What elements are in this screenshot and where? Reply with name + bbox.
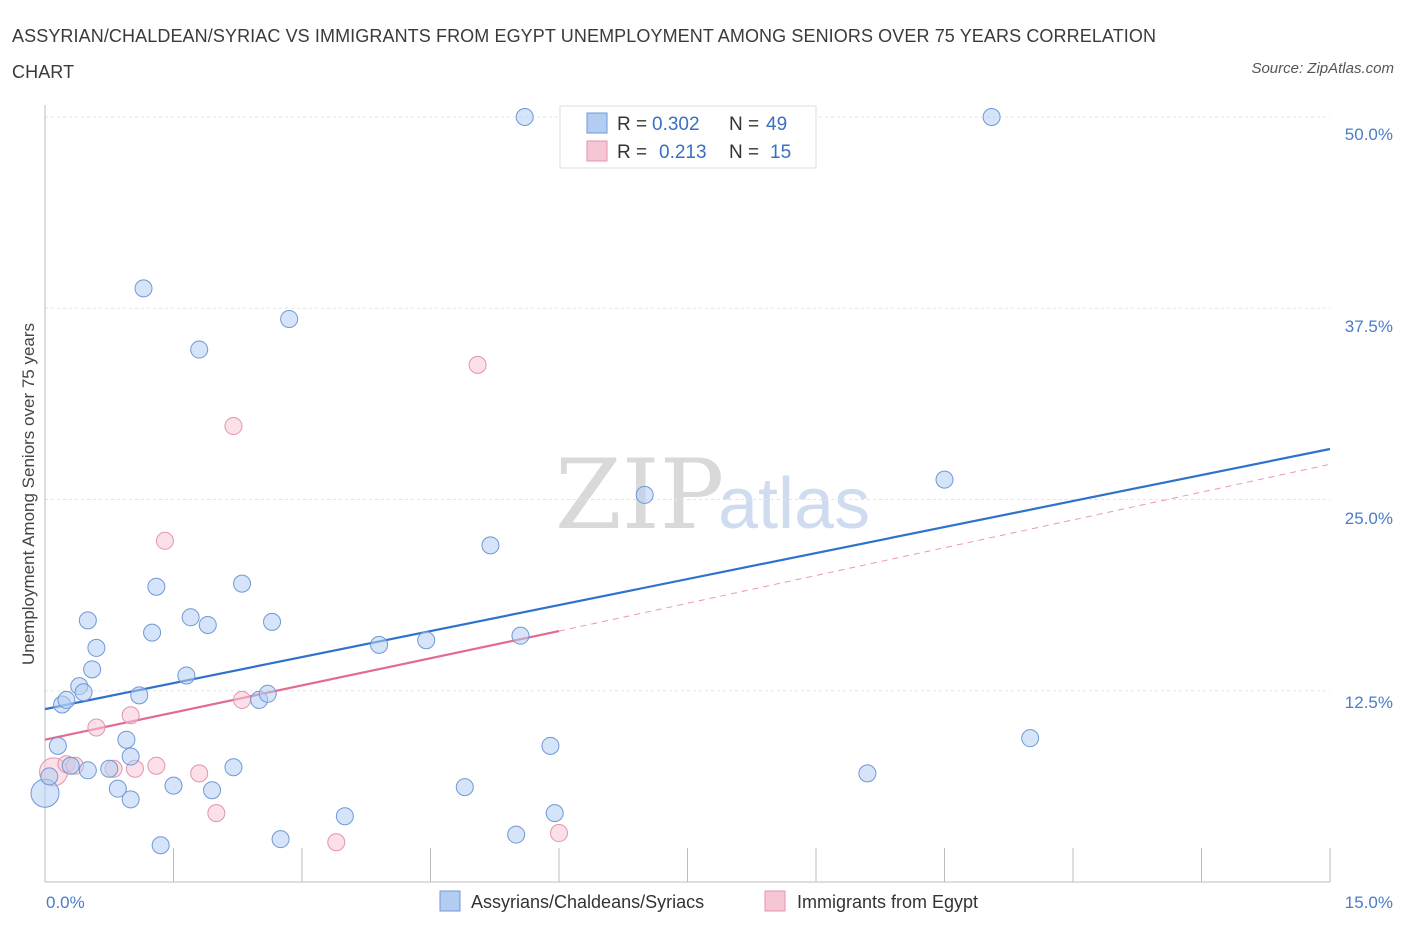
data-point-series-0 <box>370 635 389 654</box>
data-point-series-0 <box>271 830 290 849</box>
data-point-series-0 <box>117 730 136 749</box>
data-point-series-1 <box>327 833 346 852</box>
legend-r-label: R = <box>617 114 647 135</box>
data-point-series-0 <box>143 623 162 642</box>
trend-line-series-1 <box>44 630 560 741</box>
data-point-series-1 <box>147 756 166 775</box>
data-point-series-1 <box>207 804 226 823</box>
legend-swatch-assyrians <box>586 112 608 134</box>
trend-line-series-0 <box>44 447 1331 711</box>
y-tick-label-37-5: 37.5% <box>1345 317 1393 336</box>
data-point-series-0 <box>134 279 153 298</box>
legend-r-label: R = <box>617 142 647 163</box>
data-point-series-0 <box>280 309 299 328</box>
data-point-series-0 <box>147 577 166 596</box>
legend-n-label: N = <box>729 114 759 135</box>
data-point-series-1 <box>121 706 140 725</box>
grid-lines <box>45 116 1330 692</box>
source-label: Source: ZipAtlas.com <box>1251 60 1394 77</box>
data-point-series-0 <box>78 611 97 630</box>
correlation-legend: R = 0.302 N = 49 R = 0.213 N = 15 <box>559 105 817 169</box>
legend-swatch-assyrians <box>439 890 461 912</box>
data-point-series-0 <box>74 683 93 702</box>
data-point-series-0 <box>83 660 102 679</box>
data-point-series-1 <box>550 824 568 843</box>
data-point-series-0 <box>151 836 170 855</box>
data-point-series-0 <box>455 778 474 797</box>
legend-label-assyrians: Assyrians/Chaldeans/Syriacs <box>471 892 704 912</box>
data-point-series-0 <box>224 758 243 777</box>
data-point-series-0 <box>417 631 436 650</box>
data-point-series-0 <box>935 470 954 489</box>
legend-n-label: N = <box>729 142 759 163</box>
data-point-series-0 <box>48 736 67 755</box>
data-point-series-0 <box>121 790 140 809</box>
data-point-series-0 <box>545 804 564 823</box>
legend-swatch-egypt <box>586 140 608 162</box>
data-point-series-0 <box>40 767 59 786</box>
data-point-series-0 <box>982 108 1001 126</box>
data-point-series-0 <box>507 825 526 844</box>
data-point-series-1 <box>224 417 243 436</box>
data-point-series-0 <box>177 666 196 685</box>
data-point-series-0 <box>61 756 80 775</box>
data-point-series-0 <box>190 340 209 359</box>
legend-r-value: 0.302 <box>652 114 700 135</box>
data-point-series-1 <box>190 764 209 783</box>
axes <box>44 105 1331 883</box>
data-point-series-1 <box>87 718 106 737</box>
data-point-series-0 <box>511 626 530 645</box>
data-point-series-0 <box>181 608 200 627</box>
data-point-series-0 <box>87 638 106 657</box>
data-point-series-1 <box>155 531 174 550</box>
x-tick-label-max: 15.0% <box>1345 893 1393 912</box>
data-point-series-1 <box>233 690 252 709</box>
data-point-series-0 <box>1021 729 1040 748</box>
data-points <box>30 108 1040 855</box>
data-point-series-1 <box>468 355 487 374</box>
legend-n-value: 49 <box>766 114 787 135</box>
data-point-series-0 <box>233 574 252 593</box>
data-point-series-0 <box>198 615 217 634</box>
legend-label-egypt: Immigrants from Egypt <box>797 892 978 912</box>
data-point-series-0 <box>263 612 282 631</box>
data-point-series-0 <box>858 764 877 783</box>
legend-swatch-egypt <box>764 890 786 912</box>
data-point-series-0 <box>57 690 76 709</box>
data-point-series-0 <box>541 736 560 755</box>
legend-r-value: 0.213 <box>659 142 707 163</box>
data-point-series-0 <box>100 759 119 778</box>
data-point-series-0 <box>164 776 183 795</box>
chart-title: ASSYRIAN/CHALDEAN/SYRIAC VS IMMIGRANTS F… <box>12 26 1157 82</box>
data-point-series-0 <box>108 779 127 798</box>
data-point-series-0 <box>121 747 140 766</box>
data-point-series-0 <box>635 485 654 504</box>
watermark-atlas: atlas <box>718 464 870 544</box>
data-point-series-0 <box>78 761 97 780</box>
data-point-series-0 <box>258 684 277 703</box>
y-tick-label-50: 50.0% <box>1345 125 1393 144</box>
data-point-series-0 <box>515 108 534 126</box>
data-point-series-0 <box>335 807 354 826</box>
y-tick-label-25: 25.0% <box>1345 509 1393 528</box>
y-axis-label: Unemployment Among Seniors over 75 years <box>19 323 38 665</box>
data-point-series-0 <box>481 536 500 555</box>
legend-n-value: 15 <box>770 142 791 163</box>
x-tick-label-min: 0.0% <box>46 893 85 912</box>
data-point-series-0 <box>203 781 222 800</box>
y-tick-label-12-5: 12.5% <box>1345 693 1393 712</box>
series-legend: Assyrians/Chaldeans/Syriacs Immigrants f… <box>439 890 978 912</box>
data-point-series-0 <box>130 686 149 705</box>
